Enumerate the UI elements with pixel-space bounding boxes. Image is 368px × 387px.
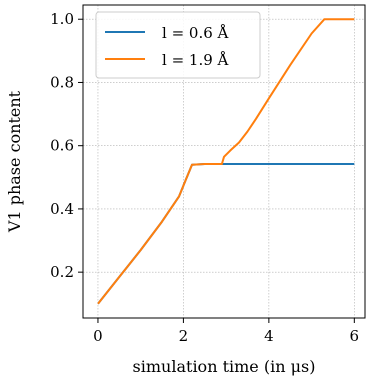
series-lines bbox=[97, 18, 355, 305]
y-tick-label: 1.0 bbox=[50, 10, 74, 28]
x-tick-label: 4 bbox=[264, 327, 274, 345]
legend-label-0: l = 0.6 Å bbox=[162, 24, 229, 42]
series-line-1 bbox=[97, 18, 355, 305]
y-axis-label: V1 phase content bbox=[5, 90, 24, 233]
legend-box bbox=[95, 11, 261, 79]
y-tick-label: 0.8 bbox=[50, 73, 74, 91]
series-line-0 bbox=[97, 163, 355, 305]
y-tick-label: 0.2 bbox=[50, 263, 74, 281]
y-tick-label: 0.6 bbox=[50, 137, 74, 155]
x-tick-label: 6 bbox=[350, 327, 360, 345]
legend-label-1: l = 1.9 Å bbox=[162, 51, 229, 69]
x-axis-label: simulation time (in μs) bbox=[133, 357, 316, 376]
x-tick-label: 2 bbox=[179, 327, 189, 345]
y-tick-label: 0.4 bbox=[50, 200, 74, 218]
x-tick-label: 0 bbox=[93, 327, 103, 345]
axis-ticks: 0 2 4 6 0.2 0.4 0.6 0.8 1.0 bbox=[50, 10, 359, 345]
plot-frame bbox=[82, 4, 366, 319]
legend: l = 0.6 Å l = 1.9 Å bbox=[95, 11, 261, 79]
